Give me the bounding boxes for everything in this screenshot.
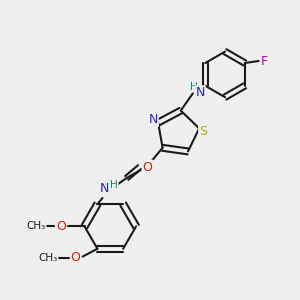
Text: O: O (56, 220, 66, 233)
Text: S: S (199, 125, 207, 138)
Text: CH₃: CH₃ (26, 221, 46, 231)
Text: O: O (142, 160, 152, 174)
Text: H: H (190, 82, 198, 92)
Text: N: N (196, 86, 205, 99)
Text: F: F (261, 55, 268, 68)
Text: CH₃: CH₃ (38, 253, 58, 262)
Text: N: N (100, 182, 110, 195)
Text: N: N (148, 113, 158, 126)
Text: O: O (71, 251, 80, 264)
Text: H: H (110, 179, 118, 190)
